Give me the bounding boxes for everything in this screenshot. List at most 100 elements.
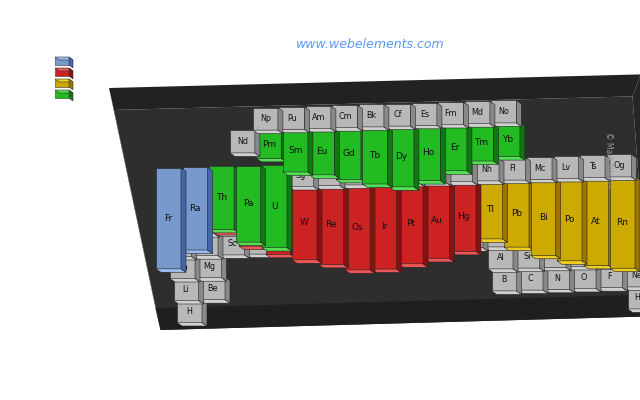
Polygon shape [463, 102, 468, 128]
Polygon shape [362, 184, 392, 188]
Polygon shape [282, 130, 287, 162]
Text: Ac: Ac [216, 173, 227, 182]
Polygon shape [234, 166, 239, 192]
Polygon shape [253, 108, 278, 130]
Polygon shape [541, 245, 566, 267]
Polygon shape [632, 154, 637, 180]
Polygon shape [609, 177, 614, 269]
Polygon shape [156, 269, 186, 272]
Polygon shape [566, 245, 571, 271]
Polygon shape [359, 127, 389, 130]
Polygon shape [571, 288, 601, 292]
Polygon shape [580, 155, 605, 178]
Text: Tc: Tc [331, 214, 339, 223]
Polygon shape [322, 207, 347, 230]
Polygon shape [545, 267, 570, 289]
Text: Ts: Ts [589, 162, 596, 171]
Polygon shape [421, 160, 446, 182]
Polygon shape [451, 181, 476, 251]
Text: Fr: Fr [164, 214, 173, 223]
Text: Nd: Nd [237, 137, 248, 146]
Text: Es: Es [420, 110, 429, 118]
Polygon shape [262, 248, 292, 251]
Text: Eu: Eu [316, 147, 328, 156]
Polygon shape [299, 252, 329, 256]
Polygon shape [635, 176, 640, 272]
Polygon shape [447, 182, 477, 185]
Polygon shape [570, 267, 575, 293]
Text: Ga: Ga [492, 231, 502, 240]
Polygon shape [554, 178, 584, 182]
Polygon shape [166, 234, 191, 256]
Polygon shape [266, 254, 296, 258]
Polygon shape [484, 224, 509, 247]
Polygon shape [559, 201, 564, 227]
Text: Sc: Sc [227, 239, 237, 248]
Polygon shape [193, 256, 223, 259]
Polygon shape [500, 158, 525, 180]
Polygon shape [287, 165, 292, 191]
Text: Na: Na [177, 263, 188, 272]
Text: Er: Er [450, 143, 459, 152]
Polygon shape [421, 182, 451, 186]
Polygon shape [446, 160, 451, 186]
Polygon shape [191, 234, 196, 260]
Polygon shape [273, 253, 303, 257]
Polygon shape [209, 166, 234, 230]
Text: H: H [187, 307, 193, 316]
Text: Ne: Ne [631, 271, 640, 280]
Polygon shape [508, 202, 532, 224]
Polygon shape [306, 128, 336, 132]
Polygon shape [189, 234, 220, 237]
Polygon shape [472, 159, 477, 185]
Polygon shape [557, 178, 582, 261]
Polygon shape [294, 209, 299, 235]
Text: Sb: Sb [541, 208, 552, 216]
Text: C: C [528, 274, 533, 283]
Polygon shape [331, 106, 336, 132]
Polygon shape [536, 224, 541, 250]
Polygon shape [55, 79, 73, 82]
Polygon shape [568, 266, 598, 270]
Polygon shape [246, 254, 276, 258]
Polygon shape [211, 189, 216, 215]
Polygon shape [394, 161, 419, 183]
Polygon shape [412, 103, 437, 125]
Polygon shape [538, 245, 568, 249]
Text: Ca: Ca [200, 240, 211, 249]
Polygon shape [571, 266, 596, 288]
Polygon shape [371, 184, 397, 269]
Text: Ho: Ho [422, 148, 434, 157]
Polygon shape [492, 291, 522, 294]
Text: V: V [282, 238, 288, 246]
Polygon shape [315, 163, 340, 186]
Polygon shape [375, 206, 400, 228]
Text: Lu: Lu [220, 206, 230, 214]
Polygon shape [317, 186, 322, 263]
Polygon shape [332, 128, 362, 131]
Polygon shape [305, 107, 309, 133]
Polygon shape [627, 309, 640, 312]
Polygon shape [269, 209, 294, 231]
Polygon shape [534, 201, 559, 223]
Polygon shape [342, 162, 367, 185]
Polygon shape [627, 286, 640, 309]
Polygon shape [612, 199, 617, 225]
Text: Ir: Ir [381, 222, 387, 231]
Polygon shape [370, 184, 375, 274]
Text: Bk: Bk [366, 111, 376, 120]
Polygon shape [424, 182, 449, 258]
Text: Electron binding energies (N-VI): Electron binding energies (N-VI) [227, 53, 513, 71]
Polygon shape [516, 268, 522, 294]
Text: B: B [501, 275, 507, 284]
Polygon shape [342, 185, 371, 188]
Polygon shape [109, 88, 161, 330]
Polygon shape [309, 128, 334, 175]
Text: Tm: Tm [474, 138, 488, 147]
Polygon shape [438, 102, 463, 124]
Polygon shape [458, 248, 488, 251]
Polygon shape [511, 224, 536, 246]
Polygon shape [344, 185, 349, 268]
Polygon shape [479, 203, 484, 229]
Polygon shape [207, 167, 212, 254]
